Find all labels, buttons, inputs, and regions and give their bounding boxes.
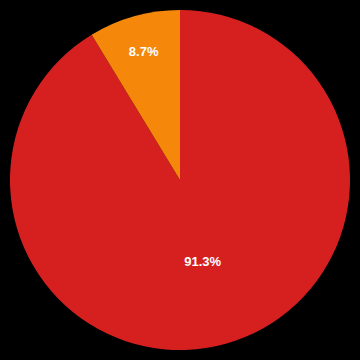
svg-text:91.3%: 91.3% — [184, 254, 221, 269]
svg-text:8.7%: 8.7% — [129, 44, 159, 59]
